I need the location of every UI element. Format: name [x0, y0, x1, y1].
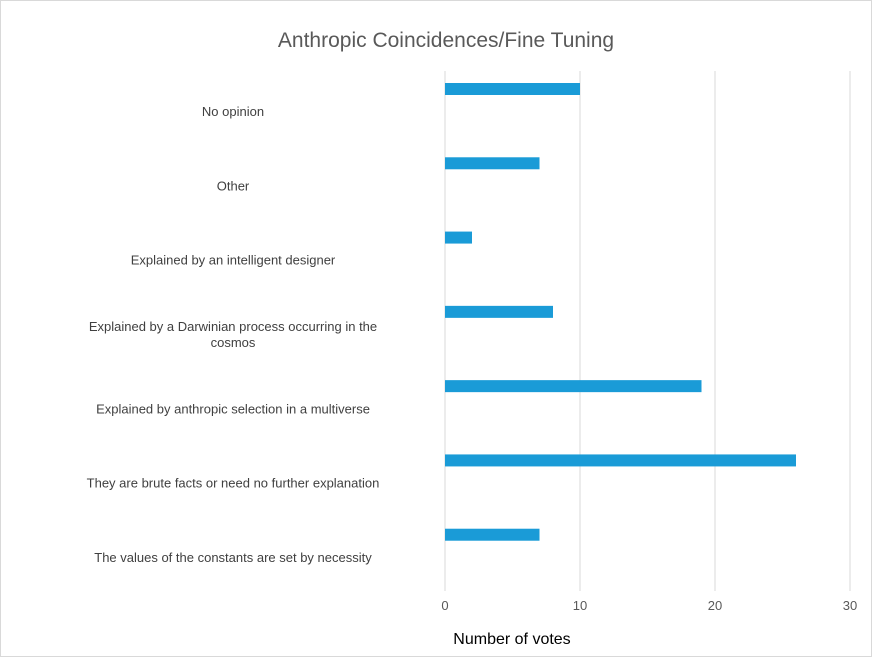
category-label: Other	[217, 178, 250, 193]
bar	[445, 454, 796, 467]
bar	[445, 305, 553, 318]
category-label: The values of the constants are set by n…	[94, 550, 372, 565]
x-tick-label: 0	[441, 598, 448, 613]
category-labels: No opinion Other Explained by an intellige…	[87, 104, 380, 565]
category-label: Explained by anthropic selection in a mu…	[96, 401, 370, 416]
category-label: No opinion	[202, 104, 264, 119]
bar	[445, 83, 580, 95]
bars	[445, 83, 796, 541]
bar	[445, 157, 540, 170]
chart-title: Anthropic Coincidences/Fine Tuning	[278, 29, 614, 52]
category-label: Explained by a Darwinian process occurri…	[89, 319, 377, 350]
x-tick-label: 10	[573, 598, 587, 613]
gridlines	[444, 71, 851, 591]
x-axis-title: Number of votes	[453, 631, 570, 648]
x-tick-labels: 0 10 20 30	[441, 598, 857, 613]
category-label: They are brute facts or need no further …	[87, 476, 380, 491]
bar	[445, 231, 472, 244]
x-tick-label: 20	[708, 598, 722, 613]
x-tick-label: 30	[843, 598, 857, 613]
bar	[445, 380, 702, 393]
bar	[445, 528, 540, 541]
category-label: Explained by an intelligent designer	[131, 253, 336, 268]
